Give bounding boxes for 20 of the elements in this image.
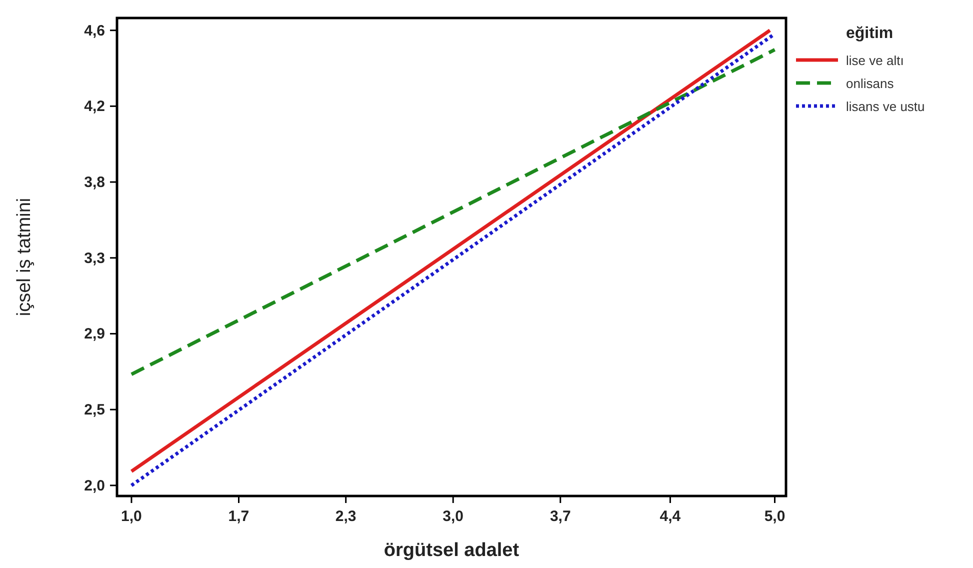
x-tick-label: 1,7	[228, 508, 250, 525]
y-tick-label: 3,8	[84, 174, 105, 192]
x-tick-label: 3,7	[550, 508, 571, 525]
x-tick-label: 5,0	[764, 508, 786, 525]
y-tick-label: 2,9	[84, 326, 105, 343]
y-tick-label: 4,2	[84, 98, 105, 116]
x-tick-label: 2,3	[335, 508, 356, 525]
y-tick-label: 3,3	[84, 250, 105, 267]
y-tick-label: 2,0	[84, 477, 105, 494]
legend-label: lise ve altı	[846, 53, 904, 68]
x-tick-label: 3,0	[442, 508, 464, 525]
x-tick-label: 4,4	[660, 508, 682, 525]
y-tick-label: 2,5	[84, 402, 105, 419]
legend-label: onlisans	[846, 76, 894, 91]
legend-title: eğitim	[846, 25, 894, 42]
legend-label: lisans ve ustu	[846, 99, 925, 114]
y-axis-title: içsel iş tatmini	[14, 198, 35, 316]
y-tick-label: 4,6	[84, 22, 105, 40]
x-tick-label: 1,0	[121, 508, 142, 525]
x-axis-title: örgütsel adalet	[384, 540, 520, 561]
